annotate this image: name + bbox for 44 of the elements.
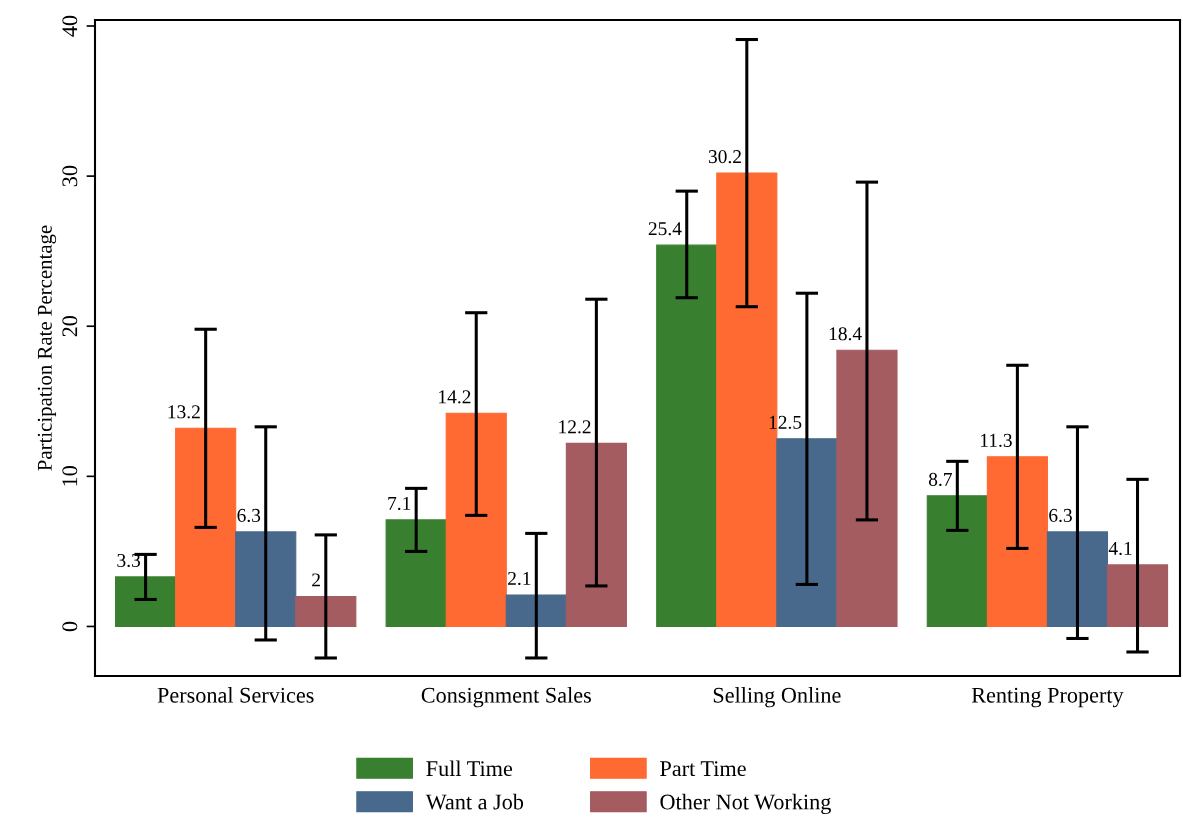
bar: [385, 519, 447, 628]
legend-label: Full Time: [426, 760, 513, 777]
bar: [175, 427, 237, 628]
data-label: 11.3: [980, 433, 1012, 447]
bar: [1046, 531, 1109, 628]
legend-label: Want a Job: [425, 793, 524, 810]
y-tick-label: 20: [62, 315, 78, 337]
data-label: 6.3: [237, 508, 261, 523]
data-label: 7.1: [388, 496, 411, 511]
x-tick-label: Consignment Sales: [421, 687, 591, 708]
bar: [776, 438, 838, 628]
data-label: 12.2: [559, 420, 591, 434]
bar: [115, 576, 177, 628]
bar: [1106, 564, 1169, 628]
data-label: 30.2: [708, 150, 741, 164]
bar: [445, 412, 507, 628]
x-tick-label: Selling Online: [713, 687, 841, 708]
x-tick-label: Renting Property: [971, 687, 1124, 708]
data-label: 4.1: [1108, 541, 1132, 556]
y-tick-label: 30: [62, 165, 78, 187]
data-label: 2.1: [508, 571, 531, 586]
data-label: 18.4: [829, 327, 862, 341]
legend-label: Other Not Working: [660, 793, 831, 815]
bar: [295, 595, 357, 628]
bar: [505, 594, 567, 628]
y-axis-title: Participation Rate Percentage: [37, 225, 57, 471]
x-tick-label: Personal Services: [157, 687, 314, 703]
data-label: 25.4: [648, 222, 682, 236]
data-label: 2: [312, 573, 320, 587]
bar: [656, 244, 718, 628]
bar: [836, 349, 898, 628]
data-label: 13.2: [168, 405, 200, 419]
bar: [565, 442, 627, 628]
data-label: 8.7: [928, 472, 952, 486]
y-tick-label: 10: [62, 466, 78, 486]
bar: [926, 495, 988, 628]
bar: [235, 531, 297, 628]
data-label: 14.2: [439, 390, 471, 404]
data-label: 6.3: [1049, 508, 1072, 523]
bar: [986, 456, 1048, 628]
y-tick-label: 40: [62, 15, 78, 37]
legend-label: Part Time: [660, 761, 746, 777]
data-label: 3.3: [117, 553, 141, 568]
y-tick-label: 0: [62, 621, 78, 632]
